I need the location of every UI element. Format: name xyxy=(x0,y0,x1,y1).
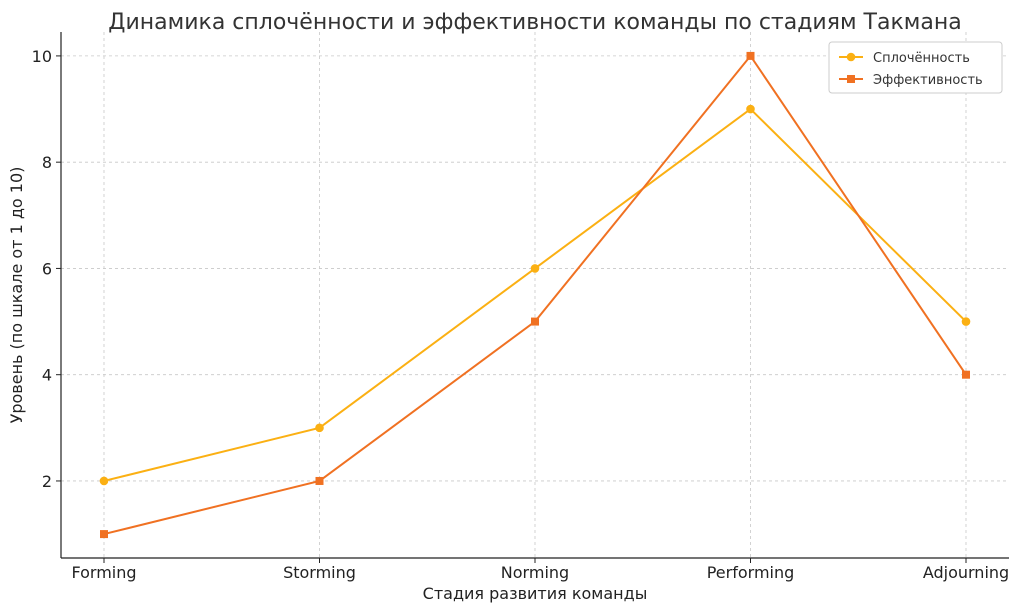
data-point-square xyxy=(962,370,970,379)
legend: Сплочённость Эффективность xyxy=(828,41,1003,94)
data-point-circle xyxy=(99,476,109,486)
chart-title: Динамика сплочённости и эффективности ко… xyxy=(108,10,961,35)
y-tick-label: 4 xyxy=(42,366,52,385)
data-point-square xyxy=(531,317,539,326)
data-point-square xyxy=(746,51,755,60)
data-point-square xyxy=(100,530,108,539)
data-point-circle xyxy=(961,317,971,326)
x-tick-label: Performing xyxy=(707,563,795,582)
series-1 xyxy=(99,104,971,486)
legend-marker-square xyxy=(847,75,855,83)
legend-label: Сплочённость xyxy=(873,51,970,66)
x-tick-label: Storming xyxy=(283,563,356,582)
x-axis-label: Стадия развития команды xyxy=(423,584,648,603)
legend-label: Эффективность xyxy=(873,73,983,88)
y-tick-label: 6 xyxy=(42,259,52,278)
x-tick-label: Adjourning xyxy=(923,563,1009,582)
x-tick-label: Norming xyxy=(501,563,569,582)
y-tick-label: 10 xyxy=(32,47,52,66)
data-point-square xyxy=(315,476,324,485)
data-point-circle xyxy=(315,423,324,433)
y-tick-label: 8 xyxy=(42,153,52,172)
legend-marker-circle xyxy=(846,52,856,62)
y-ticks: 2 4 6 8 10 xyxy=(32,47,61,491)
series-2 xyxy=(100,51,970,539)
series-layer xyxy=(99,51,971,539)
y-axis-label: Уровень (по шкале от 1 до 10) xyxy=(7,167,26,424)
data-point-circle xyxy=(746,104,755,114)
x-ticks: Forming Storming Norming Performing Adjourni… xyxy=(71,558,1009,582)
grid xyxy=(61,32,1009,558)
legend-box xyxy=(828,41,1003,94)
series-line xyxy=(103,54,967,536)
x-tick-label: Forming xyxy=(71,563,136,582)
data-point-circle xyxy=(530,264,540,273)
y-tick-label: 2 xyxy=(42,472,52,491)
